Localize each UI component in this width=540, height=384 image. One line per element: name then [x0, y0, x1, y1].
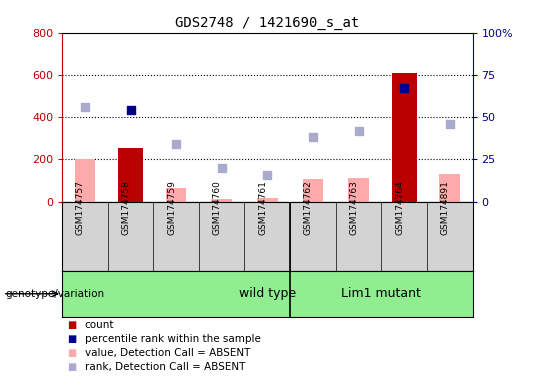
Text: value, Detection Call = ABSENT: value, Detection Call = ABSENT	[85, 348, 250, 358]
Point	[263, 172, 272, 178]
Text: GSM174761: GSM174761	[258, 180, 267, 235]
Text: ■: ■	[68, 334, 77, 344]
Bar	[62, 271, 290, 317]
Text: GSM174758: GSM174758	[122, 180, 131, 235]
Text: ■: ■	[68, 348, 77, 358]
Bar	[440, 174, 460, 202]
Bar	[166, 188, 186, 202]
Bar	[302, 179, 323, 202]
Text: GSM174891: GSM174891	[441, 180, 450, 235]
Bar	[348, 179, 369, 202]
Text: rank, Detection Call = ABSENT: rank, Detection Call = ABSENT	[85, 362, 245, 372]
Bar	[257, 199, 278, 202]
Text: wild type: wild type	[239, 287, 296, 300]
Text: GSM174757: GSM174757	[76, 180, 85, 235]
Text: Lim1 mutant: Lim1 mutant	[341, 287, 421, 300]
Bar	[212, 200, 232, 202]
Text: GSM174764: GSM174764	[395, 180, 404, 235]
Text: count: count	[85, 320, 114, 330]
Point	[80, 104, 89, 110]
Text: ■: ■	[68, 362, 77, 372]
Text: GSM174762: GSM174762	[304, 180, 313, 235]
Text: ■: ■	[68, 320, 77, 330]
Text: percentile rank within the sample: percentile rank within the sample	[85, 334, 261, 344]
Point	[172, 141, 180, 147]
Point	[218, 165, 226, 171]
Point	[354, 127, 363, 134]
Text: GSM174763: GSM174763	[349, 180, 359, 235]
Bar	[75, 159, 95, 202]
Title: GDS2748 / 1421690_s_at: GDS2748 / 1421690_s_at	[175, 16, 360, 30]
Bar	[392, 73, 417, 202]
Bar	[118, 148, 143, 202]
Text: GSM174759: GSM174759	[167, 180, 176, 235]
Bar	[290, 271, 495, 317]
Text: genotype/variation: genotype/variation	[5, 289, 105, 299]
Point	[126, 107, 135, 113]
Point	[400, 85, 408, 91]
Point	[308, 134, 317, 141]
Text: GSM174760: GSM174760	[213, 180, 222, 235]
Point	[446, 121, 454, 127]
